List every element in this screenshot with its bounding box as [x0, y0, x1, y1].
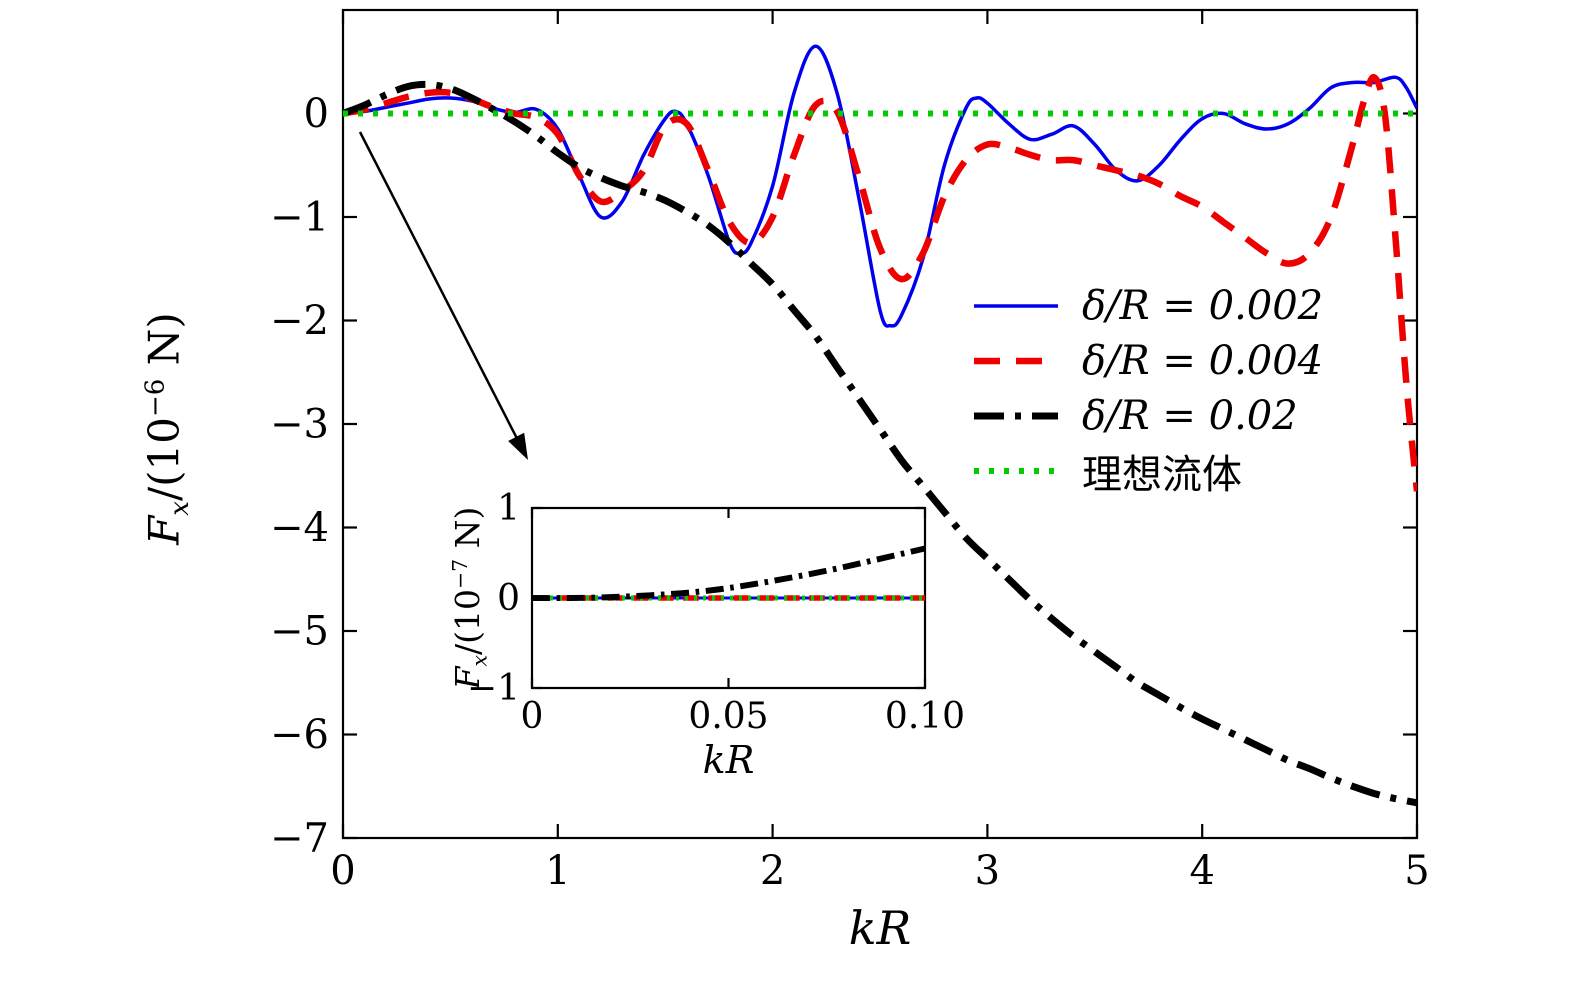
- y-axis-label-end: N): [139, 312, 189, 379]
- inset-ytick-label: 1: [497, 488, 520, 529]
- main-ytick-label: −5: [270, 609, 329, 655]
- legend-label: δ/R = 0.02: [1082, 392, 1298, 439]
- main-xtick-label: 4: [1189, 848, 1214, 894]
- inset-y-axis-label-exp: −7: [447, 558, 472, 590]
- main-xtick-label: 2: [760, 848, 785, 894]
- curve-delta-0004: [343, 74, 1417, 492]
- inset-xtick-label: 0.10: [885, 696, 965, 737]
- annotation-arrow: [358, 131, 528, 460]
- main-ytick-label: −6: [270, 712, 329, 758]
- curve-delta-002: [343, 80, 1417, 807]
- y-axis-label-var: F: [139, 515, 189, 545]
- main-axes: 0 1 2 3 4 50−1−2−3−4−5−6−7: [270, 8, 1430, 894]
- main-ytick-label: −2: [270, 298, 329, 344]
- y-axis-label: Fx/(10−6 N): [139, 179, 195, 679]
- legend-line-sample-ideal-fluid: [974, 467, 1058, 474]
- y-axis-label-sub: x: [164, 501, 195, 516]
- inset-xtick-label: 0: [521, 696, 544, 737]
- curve-delta-0002: [343, 44, 1417, 328]
- inset-ytick-label: 0: [497, 578, 520, 619]
- curves: [343, 44, 1417, 807]
- arrow-shaft: [358, 131, 521, 445]
- legend-item-ideal-fluid: 理想流体: [972, 443, 1323, 498]
- legend-label: δ/R = 0.004: [1082, 337, 1324, 384]
- legend-line-sample-delta-002: [974, 412, 1058, 419]
- y-axis-label-mid: /(10: [139, 417, 189, 502]
- inset-y-axis-label-sub: x: [467, 655, 492, 667]
- main-xtick-label: 1: [545, 848, 570, 894]
- main-ytick-label: −3: [270, 402, 329, 448]
- curve-inset-delta-002: [532, 545, 925, 602]
- main-xtick-label: 0: [330, 848, 355, 894]
- legend-item-delta-002: δ/R = 0.02: [972, 388, 1323, 443]
- inset-x-axis-label: kR: [702, 738, 755, 782]
- legend-label: δ/R = 0.002: [1082, 282, 1324, 329]
- curves: [532, 545, 925, 602]
- main-xtick-label: 3: [975, 848, 1000, 894]
- inset-xtick-label: 0.05: [688, 696, 768, 737]
- legend-item-delta-0004: δ/R = 0.004: [972, 333, 1323, 388]
- arrow-head: [508, 432, 528, 460]
- inset-ytick-label: −1: [467, 668, 520, 709]
- legend-label: 理想流体: [1082, 451, 1242, 498]
- legend-line-sample-delta-0004: [974, 357, 1058, 364]
- main-xtick-label: 5: [1404, 848, 1429, 894]
- inset-y-axis-label-mid: /(10: [447, 589, 487, 656]
- main-ytick-label: −7: [270, 816, 329, 862]
- inset-y-axis-label-end: N): [447, 506, 487, 559]
- x-axis-label: kR: [848, 901, 912, 955]
- main-ytick-label: −1: [270, 195, 329, 241]
- inset-y-axis-label: Fx/(10−7 N): [447, 428, 492, 768]
- legend: δ/R = 0.002 δ/R = 0.004 δ/R = 0.02 理想流体: [972, 278, 1323, 498]
- main-ytick-label: 0: [304, 91, 329, 137]
- main-ytick-label: −4: [270, 505, 329, 551]
- legend-item-delta-0002: δ/R = 0.002: [972, 278, 1323, 333]
- inset-y-axis-label-var: F: [447, 666, 487, 690]
- y-axis-label-exp: −6: [140, 378, 171, 418]
- legend-line-sample-delta-0002: [974, 303, 1058, 308]
